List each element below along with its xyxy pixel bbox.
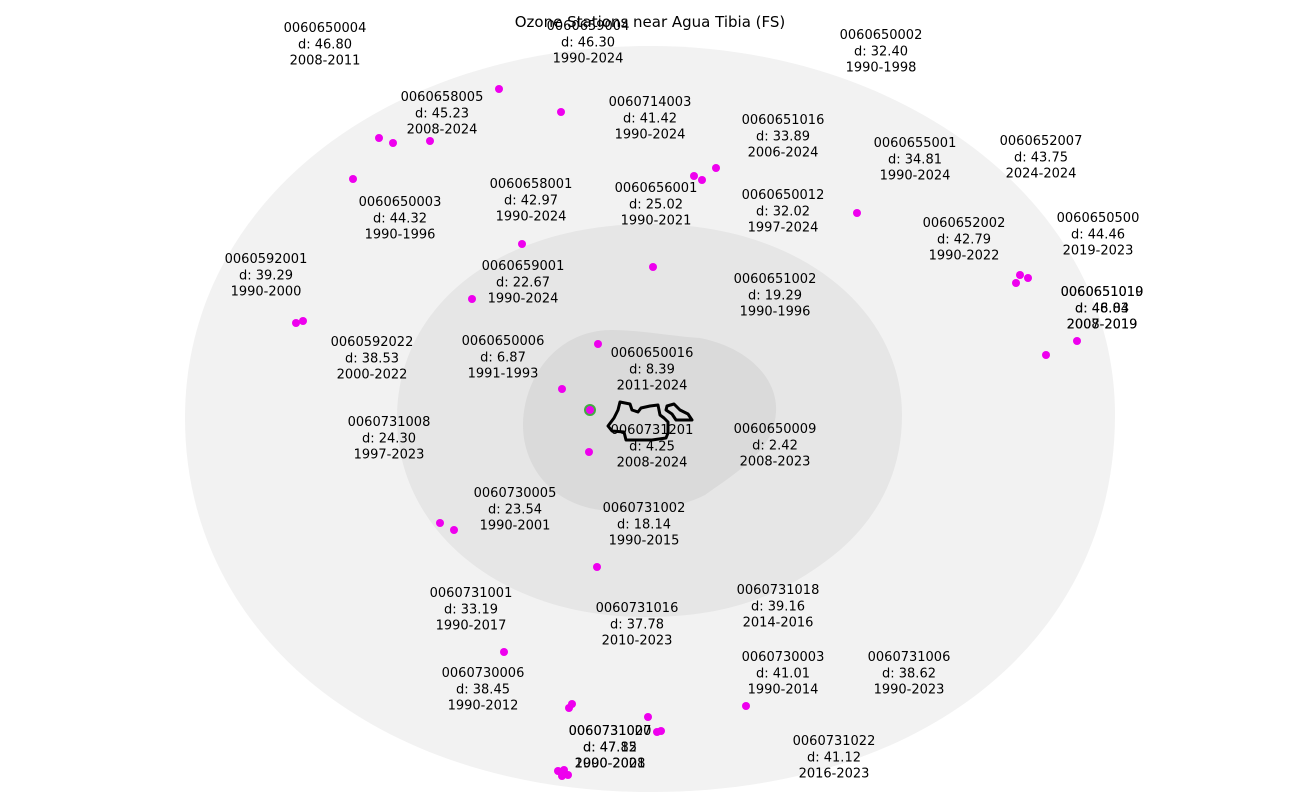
station-label: 0060731006 d: 38.62 1990-2023 [868,650,951,698]
station-label: 0060658001 d: 42.97 1990-2024 [490,177,573,225]
station-label: 0060731008 d: 24.30 1997-2023 [348,415,431,463]
station-marker[interactable] [690,172,698,180]
station-marker[interactable] [1016,271,1024,279]
station-label: 0060651002 d: 19.29 1990-1996 [734,272,817,320]
station-label: 0060650016 d: 8.39 2011-2024 [611,346,694,394]
station-marker[interactable] [698,176,706,184]
station-marker[interactable] [1024,274,1032,282]
station-marker[interactable] [500,648,508,656]
station-marker[interactable] [742,702,750,710]
station-label: 0060650004 d: 46.80 2008-2011 [284,21,367,69]
station-marker[interactable] [292,319,300,327]
station-marker[interactable] [349,175,357,183]
station-label: 0060659004 d: 46.30 1990-2024 [547,19,630,67]
station-marker[interactable] [558,385,566,393]
boundary-outline-east [664,402,694,422]
station-marker[interactable] [426,137,434,145]
station-label: 0060656001 d: 25.02 1990-2021 [615,181,698,229]
labels-layer: 0060650004 d: 46.80 2008-2011 0060659004 d: … [225,19,1144,782]
station-label: 0060650500 d: 44.46 2019-2023 [1057,211,1140,259]
station-marker[interactable] [1012,279,1020,287]
station-marker[interactable] [518,240,526,248]
map-title: Ozone Stations near Agua Tibia (FS) [515,13,786,31]
station-label: 0060714003 d: 41.42 1990-2024 [609,95,692,143]
station-label: 0060655001 d: 34.81 1990-2024 [874,136,957,184]
station-marker[interactable] [557,108,565,116]
station-label: 0060592022 d: 38.53 2000-2022 [331,335,414,383]
station-marker[interactable] [653,728,661,736]
station-marker[interactable] [468,295,476,303]
station-label: 0060731018 d: 39.16 2014-2016 [737,583,820,631]
station-marker[interactable] [436,519,444,527]
station-label: 0060731002 d: 18.14 1990-2015 [603,501,686,549]
station-marker[interactable] [1042,351,1050,359]
station-label: 0060651019 d: 48.83 2008-2019 [1061,285,1144,333]
station-label: 0060650009 d: 2.42 2008-2023 [734,422,817,470]
station-label: 0060731022 d: 41.12 2016-2023 [793,734,876,782]
station-label: 0060731201 d: 4.25 2008-2024 [611,423,694,471]
distance-rings [185,46,1115,792]
station-label: 0060731020 d: 47.85 1990-2008 [569,724,652,772]
station-label: 0060592001 d: 39.29 1990-2000 [225,252,308,300]
station-marker[interactable] [644,713,652,721]
station-marker[interactable] [593,563,601,571]
station-label: 0060731007 d: 47.12 2000-2021 [569,724,652,772]
station-label: 0060658005 d: 45.23 2008-2024 [401,90,484,138]
agua-tibia-boundary [606,400,694,442]
station-marker[interactable] [558,772,566,780]
station-marker[interactable] [450,526,458,534]
station-marker[interactable] [594,340,602,348]
station-label: 0060652007 d: 43.75 2024-2024 [1000,134,1083,182]
station-marker[interactable] [495,85,503,93]
station-marker[interactable] [1073,337,1081,345]
station-label: 0060731001 d: 33.19 1990-2017 [430,586,513,634]
station-label: 0060730006 d: 38.45 1990-2012 [442,666,525,714]
station-marker[interactable] [712,164,720,172]
station-marker[interactable] [649,263,657,271]
station-marker[interactable] [853,209,861,217]
station-label: 0060659001 d: 22.67 1990-2024 [482,259,565,307]
distance-ring-inner [523,330,777,512]
station-label: 0060650002 d: 32.40 1990-1998 [840,28,923,76]
station-marker[interactable] [375,134,383,142]
station-label: 0060650012 d: 32.02 1997-2024 [742,188,825,236]
station-label: 0060731016 d: 37.78 2010-2023 [596,601,679,649]
boundary-outline-main [606,400,670,442]
station-label: 0060730005 d: 23.54 1990-2001 [474,486,557,534]
station-label: 0060650003 d: 44.32 1990-1996 [359,195,442,243]
station-label: 0060730003 d: 41.01 1990-2014 [742,650,825,698]
reference-station-marker[interactable] [584,404,596,416]
station-label: 0060652002 d: 42.79 1990-2022 [923,216,1006,264]
station-marker[interactable] [564,771,572,779]
station-label: 0060651010 d: 46.04 2007-2019 [1061,285,1144,333]
station-marker[interactable] [585,448,593,456]
station-label: 0060651016 d: 33.89 2006-2024 [742,113,825,161]
station-marker[interactable] [389,139,397,147]
station-marker[interactable] [299,317,307,325]
stations-layer [292,85,1081,780]
station-label: 0060650006 d: 6.87 1991-1993 [462,334,545,382]
station-marker[interactable] [568,700,576,708]
